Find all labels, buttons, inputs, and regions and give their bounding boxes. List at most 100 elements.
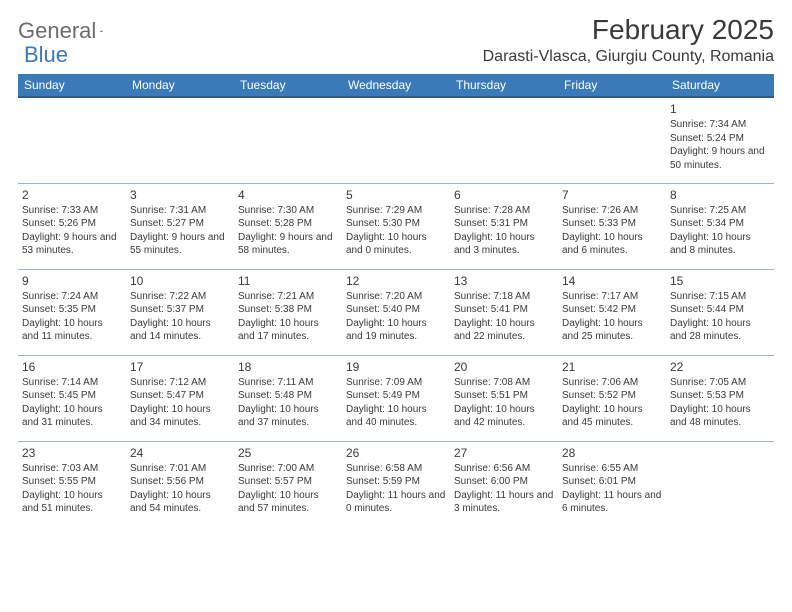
- day-number: 21: [562, 359, 662, 375]
- calendar-table: Sunday Monday Tuesday Wednesday Thursday…: [18, 74, 774, 527]
- sunset-line: Sunset: 5:40 PM: [346, 303, 446, 317]
- day-number: 12: [346, 273, 446, 289]
- sunrise-line: Sunrise: 7:05 AM: [670, 376, 770, 390]
- daylight-line: Daylight: 10 hours and 45 minutes.: [562, 403, 662, 430]
- calendar-week-row: 1Sunrise: 7:34 AMSunset: 5:24 PMDaylight…: [18, 97, 774, 183]
- daylight-line: Daylight: 10 hours and 3 minutes.: [454, 231, 554, 258]
- calendar-empty-cell: [558, 97, 666, 183]
- sunrise-line: Sunrise: 7:09 AM: [346, 376, 446, 390]
- sunset-line: Sunset: 5:34 PM: [670, 217, 770, 231]
- sunset-line: Sunset: 6:01 PM: [562, 475, 662, 489]
- calendar-day-cell: 3Sunrise: 7:31 AMSunset: 5:27 PMDaylight…: [126, 183, 234, 269]
- sunset-line: Sunset: 5:24 PM: [670, 132, 770, 146]
- calendar-empty-cell: [450, 97, 558, 183]
- calendar-day-cell: 20Sunrise: 7:08 AMSunset: 5:51 PMDayligh…: [450, 355, 558, 441]
- sunset-line: Sunset: 5:53 PM: [670, 389, 770, 403]
- calendar-day-cell: 15Sunrise: 7:15 AMSunset: 5:44 PMDayligh…: [666, 269, 774, 355]
- daylight-line: Daylight: 9 hours and 53 minutes.: [22, 231, 122, 258]
- sunrise-line: Sunrise: 7:15 AM: [670, 290, 770, 304]
- day-number: 23: [22, 445, 122, 461]
- daylight-line: Daylight: 10 hours and 48 minutes.: [670, 403, 770, 430]
- calendar-day-cell: 16Sunrise: 7:14 AMSunset: 5:45 PMDayligh…: [18, 355, 126, 441]
- calendar-day-cell: 6Sunrise: 7:28 AMSunset: 5:31 PMDaylight…: [450, 183, 558, 269]
- title-block: February 2025 Darasti-Vlasca, Giurgiu Co…: [483, 14, 774, 66]
- sunrise-line: Sunrise: 7:22 AM: [130, 290, 230, 304]
- sunrise-line: Sunrise: 7:18 AM: [454, 290, 554, 304]
- daylight-line: Daylight: 10 hours and 17 minutes.: [238, 317, 338, 344]
- daylight-line: Daylight: 10 hours and 57 minutes.: [238, 489, 338, 516]
- calendar-day-cell: 14Sunrise: 7:17 AMSunset: 5:42 PMDayligh…: [558, 269, 666, 355]
- calendar-day-cell: 23Sunrise: 7:03 AMSunset: 5:55 PMDayligh…: [18, 441, 126, 527]
- sunset-line: Sunset: 5:31 PM: [454, 217, 554, 231]
- sunset-line: Sunset: 5:57 PM: [238, 475, 338, 489]
- day-number: 6: [454, 187, 554, 203]
- sunset-line: Sunset: 5:37 PM: [130, 303, 230, 317]
- day-number: 3: [130, 187, 230, 203]
- day-header: Tuesday: [234, 74, 342, 97]
- daylight-line: Daylight: 10 hours and 14 minutes.: [130, 317, 230, 344]
- day-header: Sunday: [18, 74, 126, 97]
- sunset-line: Sunset: 5:30 PM: [346, 217, 446, 231]
- sunset-line: Sunset: 5:27 PM: [130, 217, 230, 231]
- sunset-line: Sunset: 5:51 PM: [454, 389, 554, 403]
- day-number: 24: [130, 445, 230, 461]
- day-number: 22: [670, 359, 770, 375]
- sunset-line: Sunset: 5:45 PM: [22, 389, 122, 403]
- daylight-line: Daylight: 10 hours and 42 minutes.: [454, 403, 554, 430]
- day-number: 7: [562, 187, 662, 203]
- sunset-line: Sunset: 5:49 PM: [346, 389, 446, 403]
- daylight-line: Daylight: 11 hours and 0 minutes.: [346, 489, 446, 516]
- day-number: 27: [454, 445, 554, 461]
- sunrise-line: Sunrise: 7:29 AM: [346, 204, 446, 218]
- daylight-line: Daylight: 11 hours and 3 minutes.: [454, 489, 554, 516]
- header: General February 2025 Darasti-Vlasca, Gi…: [18, 14, 774, 66]
- daylight-line: Daylight: 10 hours and 25 minutes.: [562, 317, 662, 344]
- calendar-day-cell: 27Sunrise: 6:56 AMSunset: 6:00 PMDayligh…: [450, 441, 558, 527]
- day-number: 8: [670, 187, 770, 203]
- sunrise-line: Sunrise: 7:30 AM: [238, 204, 338, 218]
- logo-text-general: General: [18, 18, 96, 44]
- sunset-line: Sunset: 5:28 PM: [238, 217, 338, 231]
- daylight-line: Daylight: 9 hours and 55 minutes.: [130, 231, 230, 258]
- daylight-line: Daylight: 10 hours and 19 minutes.: [346, 317, 446, 344]
- calendar-day-cell: 1Sunrise: 7:34 AMSunset: 5:24 PMDaylight…: [666, 97, 774, 183]
- calendar-day-cell: 24Sunrise: 7:01 AMSunset: 5:56 PMDayligh…: [126, 441, 234, 527]
- sunrise-line: Sunrise: 7:06 AM: [562, 376, 662, 390]
- daylight-line: Daylight: 10 hours and 28 minutes.: [670, 317, 770, 344]
- day-header-row: Sunday Monday Tuesday Wednesday Thursday…: [18, 74, 774, 97]
- daylight-line: Daylight: 10 hours and 22 minutes.: [454, 317, 554, 344]
- daylight-line: Daylight: 9 hours and 50 minutes.: [670, 145, 770, 172]
- sunrise-line: Sunrise: 7:12 AM: [130, 376, 230, 390]
- sunrise-line: Sunrise: 7:26 AM: [562, 204, 662, 218]
- day-number: 25: [238, 445, 338, 461]
- sunset-line: Sunset: 5:35 PM: [22, 303, 122, 317]
- daylight-line: Daylight: 10 hours and 31 minutes.: [22, 403, 122, 430]
- day-number: 1: [670, 101, 770, 117]
- sunset-line: Sunset: 5:56 PM: [130, 475, 230, 489]
- sunrise-line: Sunrise: 7:33 AM: [22, 204, 122, 218]
- daylight-line: Daylight: 10 hours and 37 minutes.: [238, 403, 338, 430]
- sunrise-line: Sunrise: 7:00 AM: [238, 462, 338, 476]
- day-number: 10: [130, 273, 230, 289]
- calendar-week-row: 2Sunrise: 7:33 AMSunset: 5:26 PMDaylight…: [18, 183, 774, 269]
- sunset-line: Sunset: 5:55 PM: [22, 475, 122, 489]
- calendar-empty-cell: [666, 441, 774, 527]
- calendar-day-cell: 10Sunrise: 7:22 AMSunset: 5:37 PMDayligh…: [126, 269, 234, 355]
- sunrise-line: Sunrise: 7:01 AM: [130, 462, 230, 476]
- sunset-line: Sunset: 5:33 PM: [562, 217, 662, 231]
- sunrise-line: Sunrise: 7:21 AM: [238, 290, 338, 304]
- calendar-day-cell: 21Sunrise: 7:06 AMSunset: 5:52 PMDayligh…: [558, 355, 666, 441]
- day-number: 19: [346, 359, 446, 375]
- logo: General: [18, 18, 120, 44]
- day-number: 13: [454, 273, 554, 289]
- sunrise-line: Sunrise: 7:25 AM: [670, 204, 770, 218]
- daylight-line: Daylight: 10 hours and 0 minutes.: [346, 231, 446, 258]
- calendar-day-cell: 5Sunrise: 7:29 AMSunset: 5:30 PMDaylight…: [342, 183, 450, 269]
- day-number: 18: [238, 359, 338, 375]
- calendar-empty-cell: [18, 97, 126, 183]
- sunrise-line: Sunrise: 6:55 AM: [562, 462, 662, 476]
- calendar-empty-cell: [126, 97, 234, 183]
- day-number: 20: [454, 359, 554, 375]
- calendar-day-cell: 26Sunrise: 6:58 AMSunset: 5:59 PMDayligh…: [342, 441, 450, 527]
- day-number: 14: [562, 273, 662, 289]
